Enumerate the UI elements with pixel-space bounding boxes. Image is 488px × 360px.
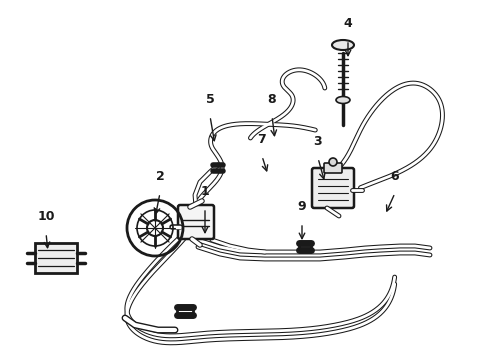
FancyBboxPatch shape (324, 163, 341, 173)
Ellipse shape (335, 96, 349, 104)
Text: 9: 9 (297, 200, 305, 213)
Text: 6: 6 (390, 170, 399, 183)
Circle shape (328, 158, 336, 166)
Text: 3: 3 (313, 135, 322, 148)
FancyBboxPatch shape (311, 168, 353, 208)
Text: 4: 4 (343, 17, 352, 30)
Text: 7: 7 (257, 133, 266, 146)
Text: 2: 2 (155, 170, 164, 183)
FancyBboxPatch shape (178, 205, 214, 239)
Text: 10: 10 (37, 210, 55, 223)
Bar (35, 243, 77, 273)
Text: 1: 1 (200, 185, 209, 198)
Text: 8: 8 (267, 93, 276, 106)
Ellipse shape (331, 40, 353, 50)
Text: 5: 5 (205, 93, 214, 106)
